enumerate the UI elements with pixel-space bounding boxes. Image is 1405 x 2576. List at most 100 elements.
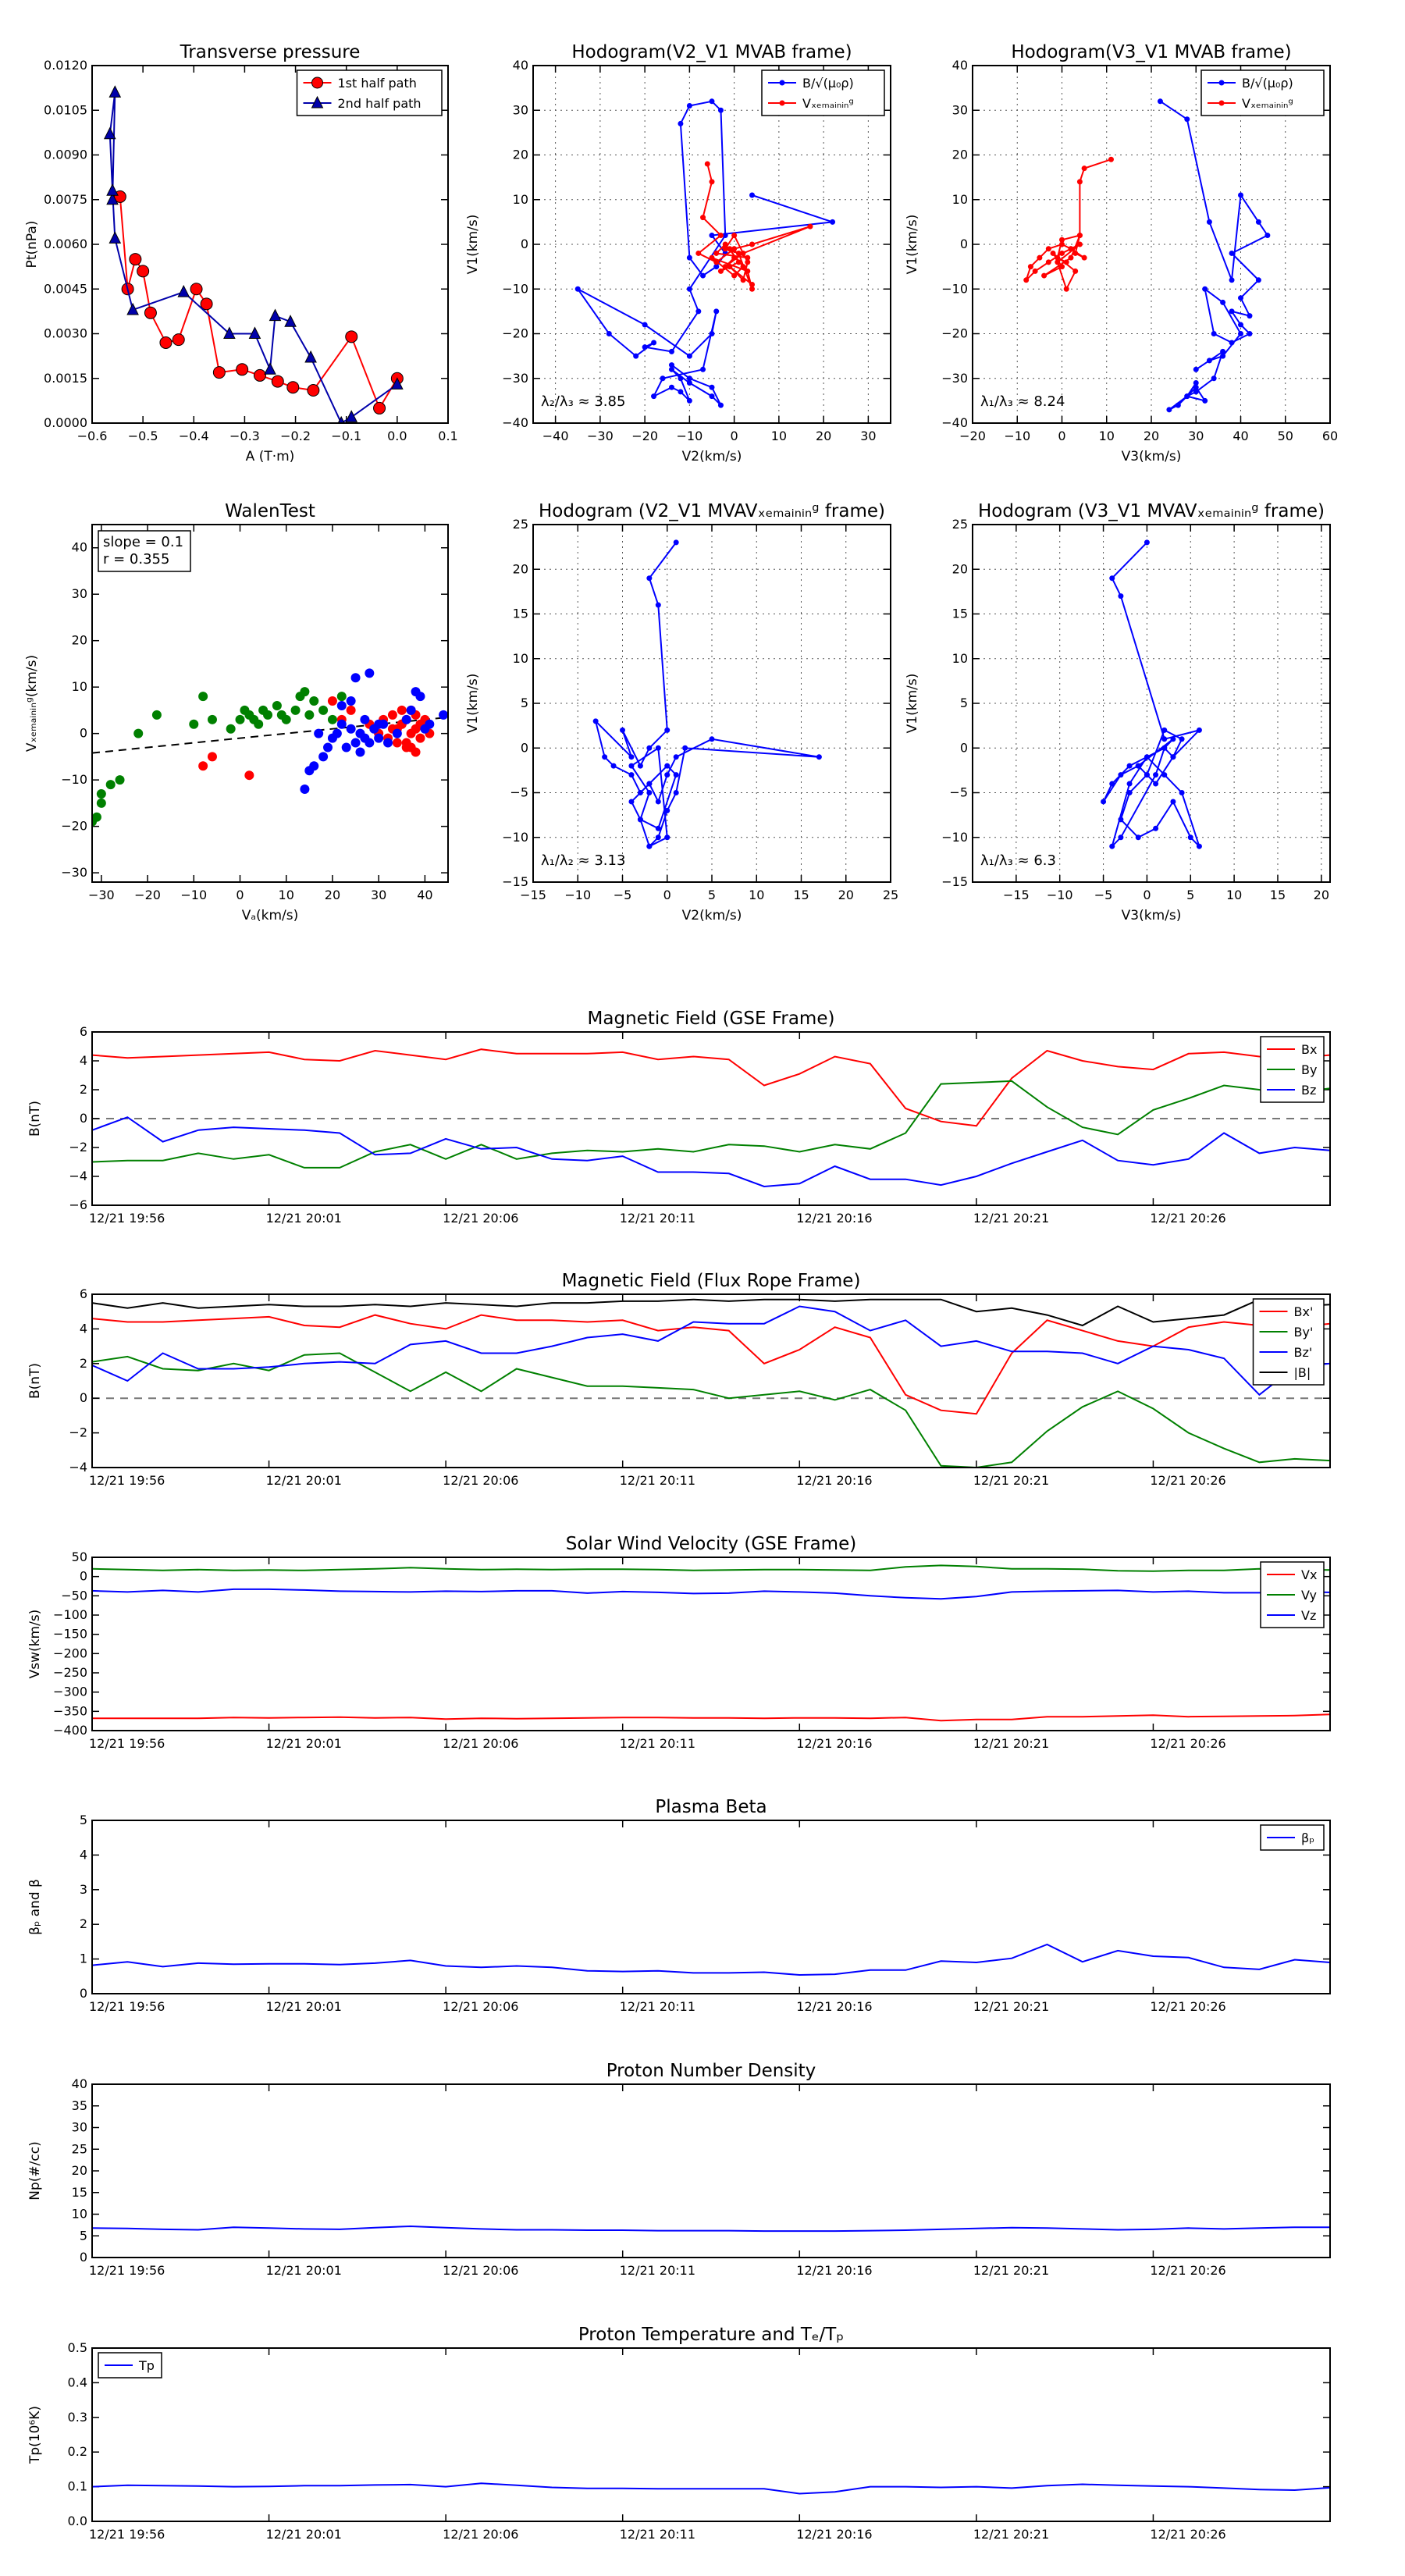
x-tick-label: 12/21 20:01	[266, 2527, 342, 2542]
chart-np: 12/21 19:56 12/21 20:01 12/21 20:06 12/21 2…	[27, 2061, 1331, 2278]
x-axis-label: V2(km/s)	[682, 449, 742, 464]
y-tick-label: −10	[941, 281, 968, 296]
data-point	[1264, 233, 1271, 239]
x-tick-label: 40	[1232, 429, 1248, 443]
legend-box	[1200, 69, 1325, 116]
y-tick-label: 4	[80, 1053, 87, 1068]
data-point	[1161, 727, 1168, 733]
x-tick-label: −0.3	[229, 429, 260, 443]
y-tick-label: 2	[80, 1916, 87, 1931]
x-tick-label: 12/21 20:16	[796, 2527, 872, 2542]
eigen-ratio-annotation: λ₁/λ₃ ≈ 8.24	[980, 393, 1065, 410]
y-tick-label: 50	[72, 1550, 87, 1564]
data-point	[695, 308, 702, 315]
y-tick-label: 15	[952, 607, 968, 621]
data-point	[345, 330, 358, 343]
data-point	[172, 333, 185, 347]
data-point	[272, 700, 282, 710]
x-tick-label: −10	[1004, 429, 1030, 443]
data-point	[673, 754, 679, 760]
x-tick-label: 12/21 20:01	[266, 1473, 342, 1488]
data-point	[740, 277, 746, 283]
data-point	[1179, 736, 1185, 742]
data-point	[269, 308, 282, 322]
chart-title: Hodogram(V2_V1 MVAB frame)	[571, 42, 852, 62]
legend-label: 1st half path	[338, 76, 417, 91]
x-tick-label: 40	[417, 888, 432, 902]
data-point	[686, 103, 692, 109]
x-tick-label: −0.1	[331, 429, 361, 443]
data-point	[1126, 763, 1133, 769]
axes-frame	[972, 524, 1331, 883]
x-tick-label: 12/21 19:56	[89, 2263, 165, 2278]
series-line	[108, 92, 398, 423]
y-tick-label: 0.2	[68, 2444, 87, 2459]
y-axis-label: Tp(10⁶K)	[27, 2406, 43, 2464]
x-tick-label: 12/21 20:11	[620, 1473, 695, 1488]
data-point	[717, 402, 724, 408]
legend: 1st half path 2nd half path	[296, 69, 443, 116]
y-tick-label: 0.0030	[44, 326, 87, 341]
data-point	[660, 375, 666, 382]
series-line	[1102, 542, 1202, 847]
x-tick-label: 12/21 20:06	[443, 1473, 518, 1488]
x-tick-label: 12/21 20:11	[620, 2527, 695, 2542]
data-point	[304, 766, 315, 776]
data-point	[709, 331, 715, 336]
legend-marker	[311, 76, 323, 89]
data-point	[740, 264, 746, 270]
data-point	[709, 384, 715, 390]
y-tick-label: 30	[72, 2120, 87, 2135]
x-tick-label: 12/21 20:21	[973, 1999, 1049, 2014]
data-point	[425, 719, 435, 729]
data-point	[1063, 259, 1069, 265]
data-point	[304, 710, 315, 720]
x-tick-label: 60	[1322, 429, 1338, 443]
data-point	[235, 714, 245, 724]
data-point	[253, 368, 266, 382]
y-tick-label: 10	[513, 651, 528, 666]
x-tick-label: 5	[1186, 888, 1194, 902]
axes-frame	[91, 65, 449, 424]
data-point	[1175, 402, 1181, 408]
data-point	[207, 752, 217, 762]
data-point	[686, 254, 692, 261]
eigen-ratio-annotation: λ₁/λ₂ ≈ 3.13	[541, 852, 625, 869]
data-point	[387, 710, 397, 720]
y-tick-label: −4	[69, 1460, 87, 1475]
data-point	[637, 763, 643, 769]
y-tick-label: −350	[53, 1703, 87, 1718]
y-tick-label: 0	[80, 1390, 87, 1405]
annotation-box	[98, 530, 191, 572]
series-line	[92, 1305, 1330, 1397]
data-point	[717, 107, 724, 113]
y-tick-label: 25	[513, 517, 528, 532]
y-tick-label: 10	[72, 679, 87, 694]
data-point	[383, 738, 393, 748]
y-tick-label: 0.0015	[44, 371, 87, 386]
y-tick-label: 0.0045	[44, 281, 87, 296]
y-tick-label: −15	[502, 874, 528, 889]
data-point	[1161, 736, 1168, 742]
data-point	[717, 268, 724, 274]
y-tick-label: 10	[952, 651, 968, 666]
data-point	[686, 379, 692, 386]
data-point	[129, 253, 142, 266]
data-point	[731, 233, 738, 239]
data-point	[327, 696, 337, 706]
x-tick-label: 12/21 20:11	[620, 1999, 695, 2014]
chart-hodo_v3_mvab: −20 −10 0 10 20 30 40 50 60 −40 −30 −20 −10 0 10 20 30 40…	[905, 42, 1338, 464]
data-point	[664, 772, 670, 778]
data-point	[686, 375, 692, 382]
data-point	[1238, 295, 1243, 301]
legend-label: Vₓₑₘₐᵢₙᵢₙᵍ	[802, 96, 854, 111]
y-axis-label: B(nT)	[27, 1101, 43, 1137]
y-tick-label: −15	[941, 874, 968, 889]
data-point	[106, 192, 119, 205]
legend-label: βₚ	[1301, 1831, 1314, 1845]
data-point	[374, 733, 384, 743]
y-tick-label: −5	[949, 785, 968, 800]
x-tick-label: 12/21 20:01	[266, 1211, 342, 1226]
data-point	[1144, 754, 1150, 760]
data-point	[1220, 348, 1226, 354]
